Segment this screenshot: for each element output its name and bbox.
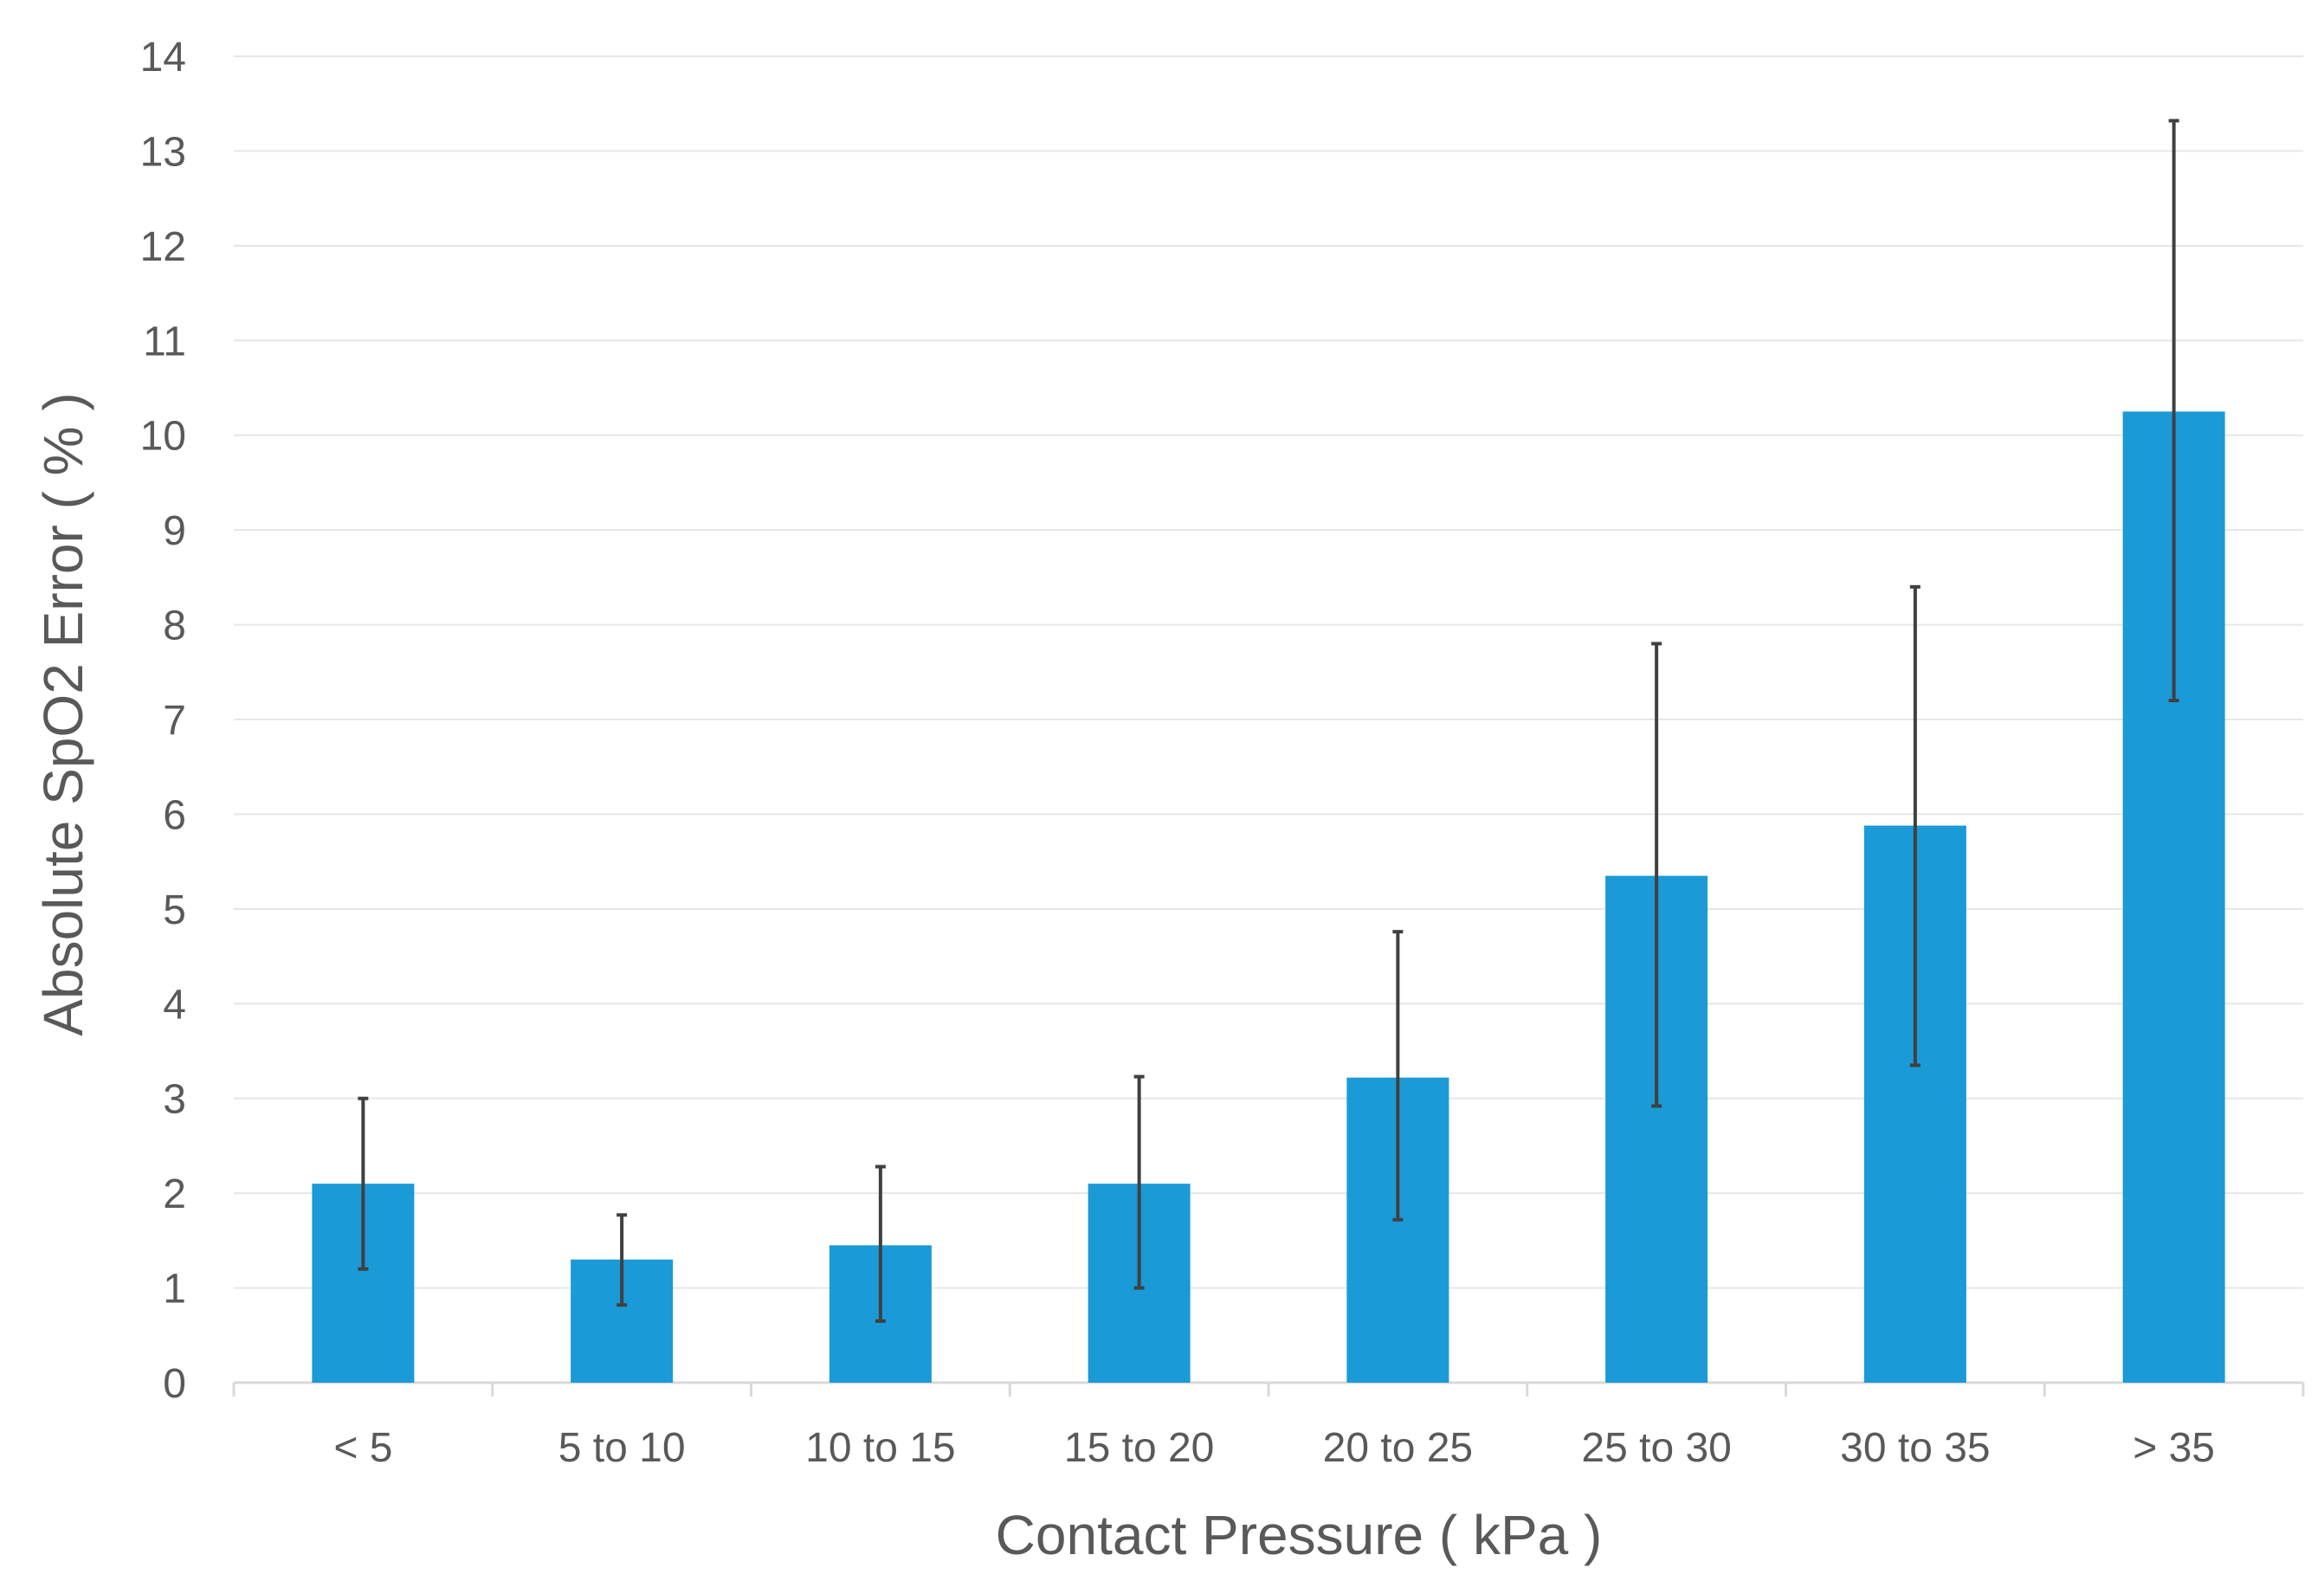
gridlines [234,55,2303,1289]
y-tick-label-12: 12 [140,224,186,270]
y-axis-title: Absolute SpO2 Error ( % ) [32,392,94,1035]
y-tick-label-1: 1 [163,1267,186,1313]
y-tick-label-3: 3 [163,1077,186,1123]
y-tick-label-13: 13 [140,129,186,175]
y-tick-label-6: 6 [163,792,186,838]
y-tick-label-11: 11 [143,319,186,364]
bars [312,411,2225,1383]
y-tick-label-0: 0 [163,1361,186,1407]
x-tick-label-0: < 5 [333,1425,392,1471]
y-tick-label-7: 7 [163,698,186,744]
y-tick-label-8: 8 [163,603,186,649]
y-tick-label-4: 4 [163,982,186,1028]
x-tick-label-4: 20 to 25 [1323,1425,1473,1471]
x-axis-title: Contact Pressure ( kPa ) [996,1504,1603,1566]
error-bars [358,119,2179,1323]
x-tick-label-1: 5 to 10 [558,1425,686,1471]
y-tick-label-9: 9 [163,508,186,554]
x-tick-label-6: 30 to 35 [1840,1425,1990,1471]
x-tick-label-2: 10 to 15 [805,1425,955,1471]
x-axis [232,1381,2305,1397]
x-tick-label-3: 15 to 20 [1064,1425,1214,1471]
y-tick-label-5: 5 [163,887,186,933]
x-tick-labels: < 5 5 to 10 10 to 15 15 to 20 20 to 25 25 to … [333,1425,2215,1471]
x-tick-label-5: 25 to 30 [1581,1425,1731,1471]
y-tick-label-2: 2 [163,1171,186,1217]
y-tick-label-14: 14 [140,35,186,81]
x-tick-label-7: > 35 [2133,1425,2215,1471]
y-tick-label-10: 10 [140,414,186,460]
